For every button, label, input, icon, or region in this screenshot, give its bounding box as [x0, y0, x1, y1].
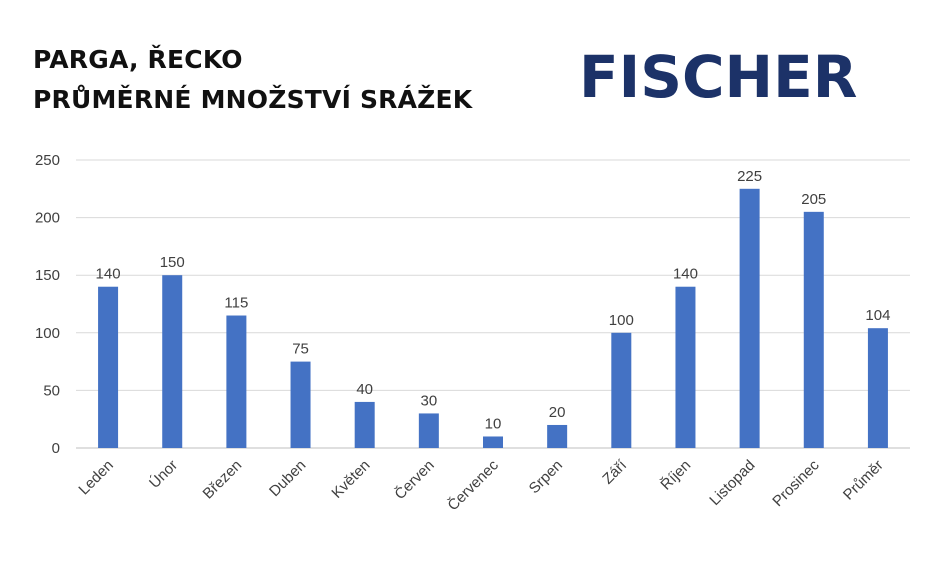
y-tick-label: 100: [35, 325, 60, 342]
data-label: 140: [96, 266, 121, 283]
y-tick-label: 50: [43, 382, 60, 399]
data-label: 115: [224, 295, 248, 312]
bar: [290, 361, 311, 448]
bar: [98, 286, 119, 448]
fischer-logo: FISCHER: [579, 43, 858, 111]
x-tick-label: Leden: [75, 457, 117, 499]
data-label: 205: [801, 191, 826, 208]
data-label: 225: [737, 168, 762, 185]
bar: [483, 436, 503, 448]
x-tick-label: Listopad: [706, 457, 758, 509]
data-label: 104: [865, 307, 890, 324]
y-tick-label: 0: [52, 440, 60, 457]
y-tick-label: 150: [35, 267, 60, 284]
chart-title: PARGA, ŘECKO PRŮMĚRNÉ MNOŽSTVÍ SRÁŽEK: [33, 40, 472, 120]
data-label: 20: [549, 404, 566, 421]
data-label: 150: [160, 254, 185, 271]
bar: [547, 424, 568, 448]
title-line-location: PARGA, ŘECKO: [33, 45, 243, 74]
x-tick-label: Prosinec: [769, 456, 823, 510]
x-tick-label: Září: [599, 456, 630, 487]
x-tick-label: Průměr: [840, 457, 887, 504]
data-label: 140: [673, 266, 698, 283]
bar: [675, 286, 696, 448]
y-tick-label: 200: [35, 210, 60, 227]
data-label: 75: [292, 341, 309, 358]
bar: [226, 315, 247, 448]
data-label: 30: [421, 392, 438, 409]
x-tick-label: Květen: [328, 457, 373, 502]
x-tick-label: Červenec: [444, 456, 502, 514]
title-line-subject: PRŮMĚRNÉ MNOŽSTVÍ SRÁŽEK: [33, 85, 473, 114]
x-tick-label: Říjen: [657, 457, 694, 494]
data-label: 10: [485, 415, 502, 432]
bar: [739, 188, 760, 449]
bar: [354, 401, 375, 448]
x-tick-label: Srpen: [526, 457, 566, 497]
data-label: 40: [356, 381, 373, 398]
x-tick-label: Březen: [200, 457, 246, 503]
bar: [803, 211, 824, 448]
bar: [611, 332, 632, 448]
x-tick-label: Duben: [266, 457, 309, 500]
bar: [867, 328, 888, 448]
bar: [418, 413, 439, 448]
data-label: 100: [609, 312, 634, 329]
x-tick-label: Červen: [391, 457, 437, 503]
x-tick-label: Únor: [146, 457, 181, 492]
bar: [162, 275, 183, 448]
y-tick-label: 250: [35, 152, 60, 169]
